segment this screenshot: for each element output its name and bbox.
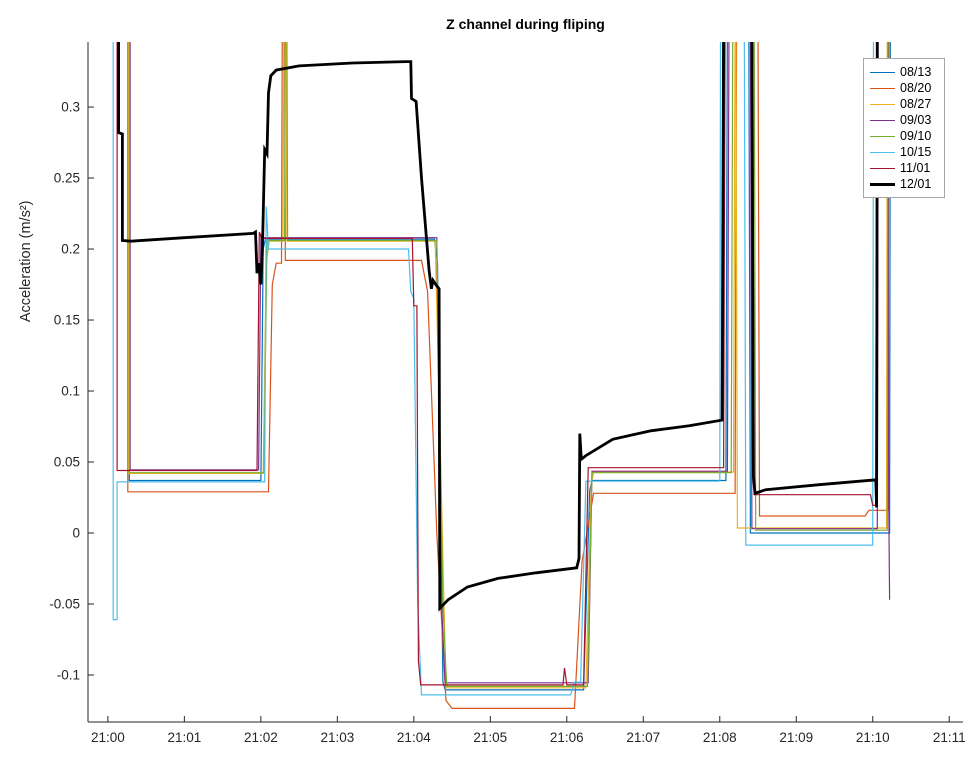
series-line-11/01	[116, 42, 878, 686]
series-line-08/27	[127, 42, 888, 689]
legend-entry: 09/10	[870, 128, 938, 144]
legend-line-sample	[870, 135, 895, 137]
legend-line-sample	[870, 168, 895, 170]
x-tick-label: 21:03	[320, 730, 354, 745]
y-tick-label: -0.1	[57, 668, 80, 683]
legend: 08/13 08/20 08/27 09/03 09/10 10/15 11/01 12/01	[863, 58, 945, 198]
series-line-09/10	[128, 42, 889, 688]
legend-entry: 09/03	[870, 112, 938, 128]
legend-label: 09/03	[900, 113, 932, 128]
x-tick-label: 21:07	[626, 730, 660, 745]
x-tick-label: 21:04	[397, 730, 431, 745]
x-tick-label: 21:01	[167, 730, 201, 745]
legend-entry: 11/01	[870, 161, 938, 177]
legend-line-sample	[870, 183, 895, 187]
legend-entry: 08/27	[870, 96, 938, 112]
y-tick-label: 0.05	[54, 455, 80, 470]
chart-title: Z channel during fliping	[446, 16, 605, 32]
x-tick-label: 21:10	[856, 730, 890, 745]
x-tick-label: 21:09	[779, 730, 813, 745]
series-line-08/20	[127, 42, 890, 710]
y-tick-label: 0.2	[61, 242, 80, 257]
legend-label: 12/01	[900, 177, 932, 192]
series-line-12/01	[117, 42, 879, 612]
legend-line-sample	[870, 87, 895, 89]
legend-entry: 08/13	[870, 64, 938, 80]
legend-line-sample	[870, 103, 895, 105]
legend-entry: 10/15	[870, 144, 938, 160]
legend-label: 10/15	[900, 145, 932, 160]
legend-label: 09/10	[900, 129, 932, 144]
y-tick-label: 0.15	[54, 313, 80, 328]
y-tick-label: 0.1	[61, 384, 80, 399]
legend-label: 11/01	[900, 161, 931, 176]
y-tick-label: 0	[72, 526, 80, 541]
legend-line-sample	[870, 152, 895, 154]
y-tick-label: 0.3	[61, 100, 80, 115]
legend-label: 08/20	[900, 80, 932, 95]
series-line-09/03	[129, 42, 891, 684]
series-line-08/13	[128, 42, 891, 691]
series-group	[112, 42, 891, 710]
series-line-10/15	[112, 42, 875, 696]
x-tick-label: 21:02	[244, 730, 278, 745]
legend-line-sample	[870, 119, 895, 121]
legend-entry: 12/01	[870, 177, 938, 193]
x-tick-label: 21:05	[473, 730, 507, 745]
x-tick-label: 21:00	[91, 730, 125, 745]
y-tick-label: -0.05	[49, 597, 80, 612]
y-tick-label: 0.25	[54, 171, 80, 186]
legend-line-sample	[870, 71, 895, 73]
x-tick-label: 21:06	[550, 730, 584, 745]
legend-label: 08/13	[900, 64, 932, 79]
x-tick-label: 21:08	[703, 730, 737, 745]
legend-label: 08/27	[900, 96, 932, 111]
x-tick-label: 21:11	[933, 730, 966, 745]
legend-entry: 08/20	[870, 80, 938, 96]
